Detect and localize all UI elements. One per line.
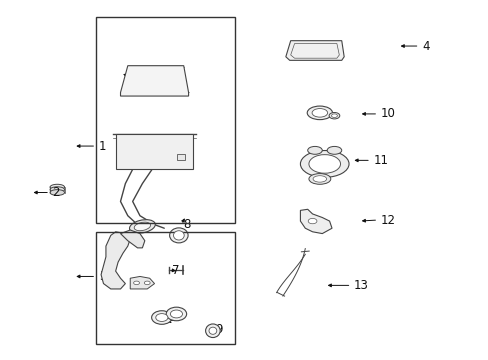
Ellipse shape <box>307 147 322 154</box>
Bar <box>177 154 185 160</box>
Ellipse shape <box>151 311 172 324</box>
Ellipse shape <box>326 147 341 154</box>
Bar <box>116 134 193 169</box>
Ellipse shape <box>129 220 155 233</box>
Text: 2: 2 <box>52 186 60 199</box>
Text: 8: 8 <box>183 218 191 231</box>
Ellipse shape <box>169 228 188 243</box>
Polygon shape <box>120 66 188 96</box>
Ellipse shape <box>134 222 150 231</box>
Ellipse shape <box>144 281 150 285</box>
Ellipse shape <box>312 176 326 182</box>
Polygon shape <box>120 230 144 248</box>
Ellipse shape <box>306 106 332 120</box>
Ellipse shape <box>205 324 220 338</box>
Ellipse shape <box>173 231 184 240</box>
Ellipse shape <box>156 314 167 321</box>
Ellipse shape <box>133 281 139 285</box>
Bar <box>96 232 234 344</box>
Ellipse shape <box>50 187 64 193</box>
Text: 12: 12 <box>380 213 395 226</box>
Text: 11: 11 <box>372 154 387 167</box>
Ellipse shape <box>331 114 337 117</box>
Ellipse shape <box>208 327 216 334</box>
Ellipse shape <box>311 109 327 117</box>
Ellipse shape <box>50 190 64 195</box>
Text: 1: 1 <box>99 140 106 153</box>
Text: 10: 10 <box>380 107 395 120</box>
Ellipse shape <box>50 184 64 190</box>
Polygon shape <box>285 41 344 60</box>
Ellipse shape <box>166 307 186 321</box>
Polygon shape <box>300 209 331 234</box>
Text: 13: 13 <box>353 279 368 292</box>
Ellipse shape <box>328 112 339 119</box>
Text: 3: 3 <box>135 72 142 85</box>
Bar <box>96 18 234 223</box>
Ellipse shape <box>170 310 182 318</box>
Ellipse shape <box>307 219 316 224</box>
Ellipse shape <box>300 150 348 177</box>
Text: 6: 6 <box>166 311 174 324</box>
Polygon shape <box>101 232 130 289</box>
Polygon shape <box>130 276 154 289</box>
Text: 5: 5 <box>99 270 106 283</box>
Text: 4: 4 <box>421 40 428 53</box>
Text: 7: 7 <box>171 264 179 276</box>
Text: 9: 9 <box>215 323 223 336</box>
Ellipse shape <box>308 174 330 184</box>
Ellipse shape <box>308 155 340 173</box>
